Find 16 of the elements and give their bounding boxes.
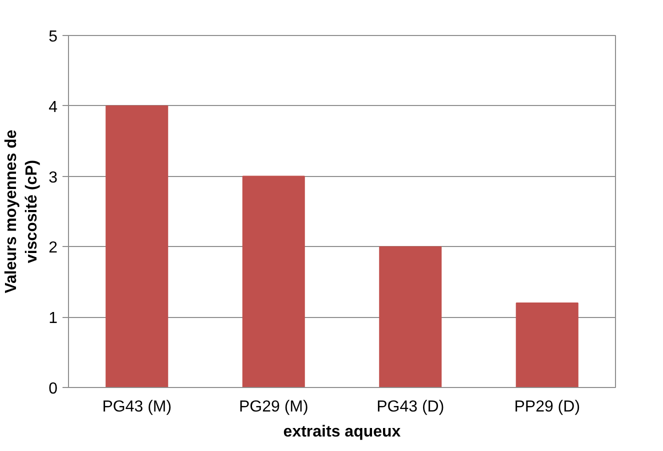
x-tick-label: PG43 (D) [376, 398, 444, 416]
x-tick-label: PP29 (D) [514, 398, 580, 416]
bar [242, 176, 305, 388]
x-tick-label: PG43 (M) [102, 398, 172, 416]
y-tick-label: 1 [48, 310, 58, 328]
bar [106, 105, 168, 388]
y-tick-label: 0 [48, 380, 58, 398]
x-tick-label: PG29 (M) [238, 398, 308, 416]
y-tick-label: 3 [48, 169, 58, 186]
bar [379, 246, 442, 388]
y-tick-label: 5 [48, 28, 58, 46]
y-axis-title: Valeurs moyennes de viscosité (cP) [3, 130, 41, 294]
y-tick-label: 4 [48, 98, 58, 116]
x-axis-title: extraits aqueux [283, 424, 401, 440]
bar [516, 302, 578, 388]
y-tick-label: 2 [48, 240, 58, 257]
